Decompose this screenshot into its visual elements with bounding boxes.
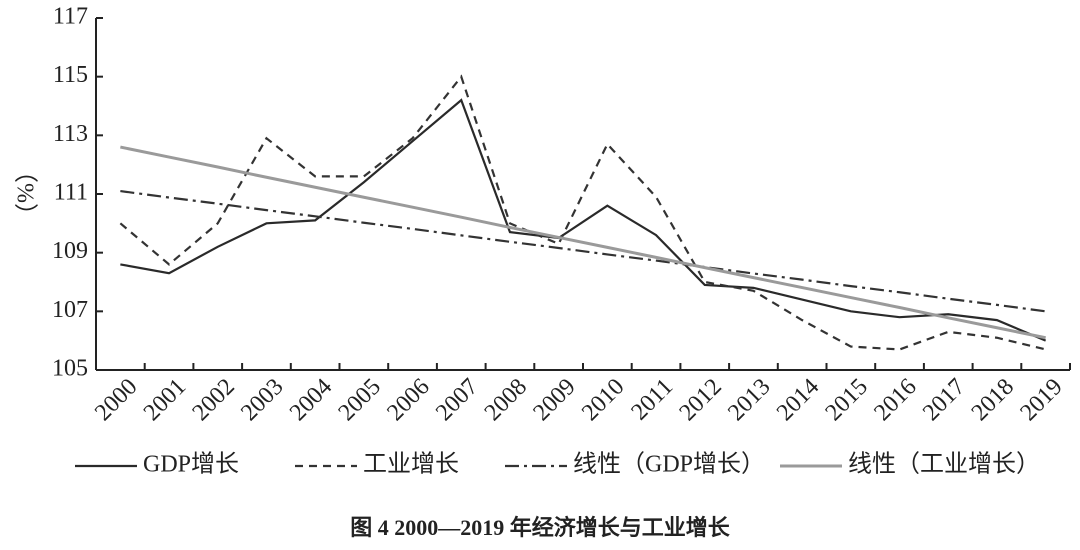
x-tick-label: 2002 <box>188 374 240 426</box>
x-tick-label: 2018 <box>967 374 1019 426</box>
x-tick-label: 2012 <box>675 374 727 426</box>
x-tick-label: 2006 <box>382 374 434 426</box>
x-tick-label: 2010 <box>577 374 629 426</box>
chart-title: 图 4 2000—2019 年经济增长与工业增长 <box>350 515 731 540</box>
legend-label: 工业增长 <box>363 451 459 478</box>
y-tick-label: 115 <box>53 62 88 88</box>
series-line <box>119 74 1046 351</box>
x-tick-label: 2004 <box>285 374 337 426</box>
x-tick-label: 2017 <box>918 374 970 426</box>
x-tick-label: 2015 <box>821 374 873 426</box>
y-tick-label: 113 <box>53 121 88 147</box>
y-tick-label: 111 <box>54 180 88 206</box>
x-tick-label: 2014 <box>772 374 824 426</box>
x-tick-label: 2008 <box>480 374 532 426</box>
legend-label: GDP增长 <box>143 451 239 478</box>
y-tick-label: 107 <box>52 297 88 323</box>
legend-label: 线性（GDP增长） <box>573 451 765 478</box>
x-tick-label: 2016 <box>869 374 921 426</box>
x-tick-label: 2000 <box>90 374 142 426</box>
x-tick-label: 2001 <box>139 374 191 426</box>
x-tick-label: 2007 <box>431 374 483 426</box>
y-tick-label: 109 <box>52 238 88 264</box>
x-tick-label: 2019 <box>1015 374 1067 426</box>
x-tick-label: 2003 <box>236 374 288 426</box>
y-axis-label: （%） <box>11 159 37 227</box>
series-line <box>120 98 1047 342</box>
series-line <box>120 189 1046 313</box>
x-tick-label: 2005 <box>334 374 386 426</box>
legend-label: 线性（工业增长） <box>848 451 1040 478</box>
x-tick-label: 2009 <box>528 374 580 426</box>
y-tick-label: 117 <box>53 4 88 30</box>
x-tick-label: 2011 <box>626 374 678 426</box>
x-tick-label: 2013 <box>723 374 775 426</box>
series-line <box>120 145 1046 340</box>
y-tick-label: 105 <box>52 356 88 382</box>
